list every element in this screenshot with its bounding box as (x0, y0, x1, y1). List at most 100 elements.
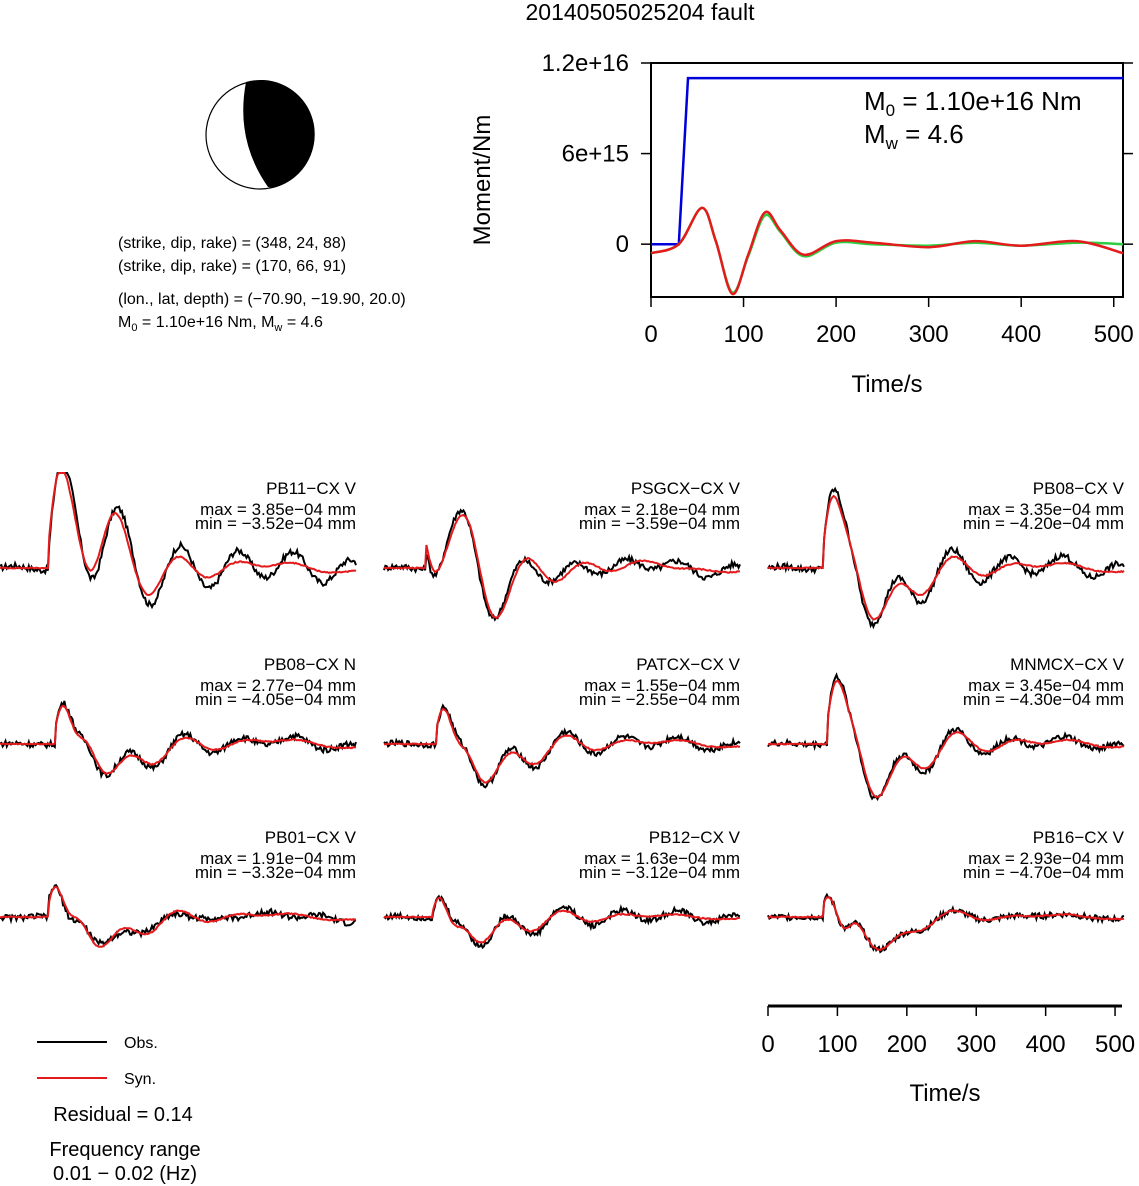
synthetic-trace (768, 679, 1125, 799)
moment-xtick-label: 100 (724, 321, 764, 348)
cumulative-moment-line (651, 76, 1123, 246)
trace-max-label: max = 2.18e−04 mm (584, 500, 740, 519)
mw-subscript: w (273, 322, 282, 334)
waveform-xtick-label: 100 (817, 1031, 857, 1058)
moment-m0-sub: 0 (886, 101, 895, 120)
m0-text: = 1.10e+16 Nm, M (137, 314, 274, 331)
synthetic-trace (0, 704, 357, 775)
moment-mw-value: = 4.6 (898, 119, 964, 149)
synthetic-trace (0, 885, 357, 948)
observed-trace (383, 894, 741, 950)
moment-axes: 0 6e+15 1.2e+16 0 100 200 300 400 500 (542, 50, 1134, 348)
legend-obs-label: Obs. (124, 1035, 158, 1052)
moment-frame (650, 62, 1124, 298)
moment-rate-syn-line (650, 206, 1124, 296)
trace-max-label: max = 3.85e−04 mm (200, 500, 356, 519)
station-label: PB08−CX V (1033, 479, 1125, 498)
beachball (205, 79, 315, 190)
mw-text: = 4.6 (282, 314, 323, 331)
observed-trace (383, 703, 741, 789)
waveform-xtick-label: 400 (1026, 1031, 1066, 1058)
station-label: PB12−CX V (649, 828, 741, 847)
synthetic-trace (383, 896, 741, 944)
station-label: PSGCX−CX V (631, 479, 741, 498)
moment-mw-sub: w (885, 134, 899, 153)
trace-min-label: min = −3.12e−04 mm (579, 863, 740, 882)
trace-max-label: max = 3.45e−04 mm (968, 676, 1124, 695)
moment-xtick-label: 0 (644, 321, 657, 348)
station-label: MNMCX−CX V (1010, 655, 1124, 674)
mechanism-line-2: (strike, dip, rake) = (170, 66, 91) (118, 258, 346, 275)
trace-min-label: min = −3.52e−04 mm (195, 514, 356, 533)
trace-max-label: max = 1.91e−04 mm (200, 849, 356, 868)
moment-xtick-label: 300 (909, 321, 949, 348)
station-label: PB01−CX V (265, 828, 357, 847)
waveform-xtick-label: 0 (761, 1031, 774, 1058)
station-label: PB11−CX V (266, 479, 357, 498)
location-line: (lon., lat, depth) = (−70.90, −19.90, 20… (118, 291, 406, 308)
trace-min-label: min = −4.20e−04 mm (963, 514, 1124, 533)
observed-trace (0, 700, 357, 780)
synthetic-trace (383, 513, 740, 620)
waveform-xtick-label: 500 (1095, 1031, 1135, 1058)
legend-syn-label: Syn. (124, 1071, 156, 1088)
waveform-xlabel: Time/s (909, 1080, 980, 1107)
moment-xtick-label: 200 (816, 321, 856, 348)
trace-min-label: min = −4.05e−04 mm (195, 690, 356, 709)
moment-lines (650, 76, 1124, 296)
synthetic-trace (0, 472, 357, 596)
figure-title: 20140505025204 fault (526, 0, 756, 25)
moment-m0-annotation: M0 = 1.10e+16 Nm (864, 86, 1082, 120)
moment-ytick-label: 0 (616, 231, 629, 258)
station-label: PB16−CX V (1033, 828, 1125, 847)
moment-m0-symbol: M (864, 86, 886, 116)
waveform-xtick-label: 200 (887, 1031, 927, 1058)
moment-rate-line (650, 206, 1124, 294)
trace-max-label: max = 2.93e−04 mm (968, 849, 1124, 868)
frequency-title: Frequency range (49, 1139, 200, 1161)
moment-mw-symbol: M (864, 119, 886, 149)
beachball-compressional (243, 79, 315, 188)
synthetic-trace (768, 896, 1125, 952)
trace-min-label: min = −3.32e−04 mm (195, 863, 356, 882)
trace-min-label: min = −4.30e−04 mm (963, 690, 1124, 709)
synthetic-trace (383, 707, 740, 784)
trace-max-label: max = 1.63e−04 mm (584, 849, 740, 868)
trace-min-label: min = −4.70e−04 mm (963, 863, 1124, 882)
moment-m0-value: = 1.10e+16 Nm (895, 86, 1081, 116)
moment-xtick-label: 400 (1001, 321, 1041, 348)
m0-subscript: 0 (131, 322, 137, 334)
moment-xlabel: Time/s (851, 371, 922, 398)
synthetic-trace (767, 494, 1125, 621)
legend: Obs. Syn. Residual = 0.14 Frequency rang… (37, 1035, 201, 1185)
moment-xtick-label: 500 (1094, 321, 1134, 348)
trace-max-label: max = 1.55e−04 mm (584, 676, 740, 695)
mechanism-line-1: (strike, dip, rake) = (348, 24, 88) (118, 235, 346, 252)
waveform-time-axis: Time/s 0 100 200 300 400 500 (761, 1004, 1135, 1107)
station-label: PB08−CX N (264, 655, 356, 674)
frequency-range: 0.01 − 0.02 (Hz) (53, 1163, 197, 1185)
m0-symbol: M (118, 314, 131, 331)
trace-min-label: min = −2.55e−04 mm (579, 690, 740, 709)
trace-max-label: max = 3.35e−04 mm (968, 500, 1124, 519)
moment-ylabel: Moment/Nm (469, 115, 496, 246)
moment-ytick-label: 6e+15 (562, 141, 629, 168)
magnitude-line: M0 = 1.10e+16 Nm, Mw = 4.6 (118, 314, 323, 334)
moment-panel: 06e+151.2e+160 100 200 300 400 500 M0 = 1.10e… (469, 50, 1134, 398)
waveform-xtick-label: 300 (956, 1031, 996, 1058)
trace-min-label: min = −3.59e−04 mm (579, 514, 740, 533)
station-label: PATCX−CX V (636, 655, 740, 674)
trace-max-label: max = 2.77e−04 mm (200, 676, 356, 695)
residual-text: Residual = 0.14 (53, 1104, 193, 1126)
moment-ytick-label: 1.2e+16 (542, 50, 629, 77)
